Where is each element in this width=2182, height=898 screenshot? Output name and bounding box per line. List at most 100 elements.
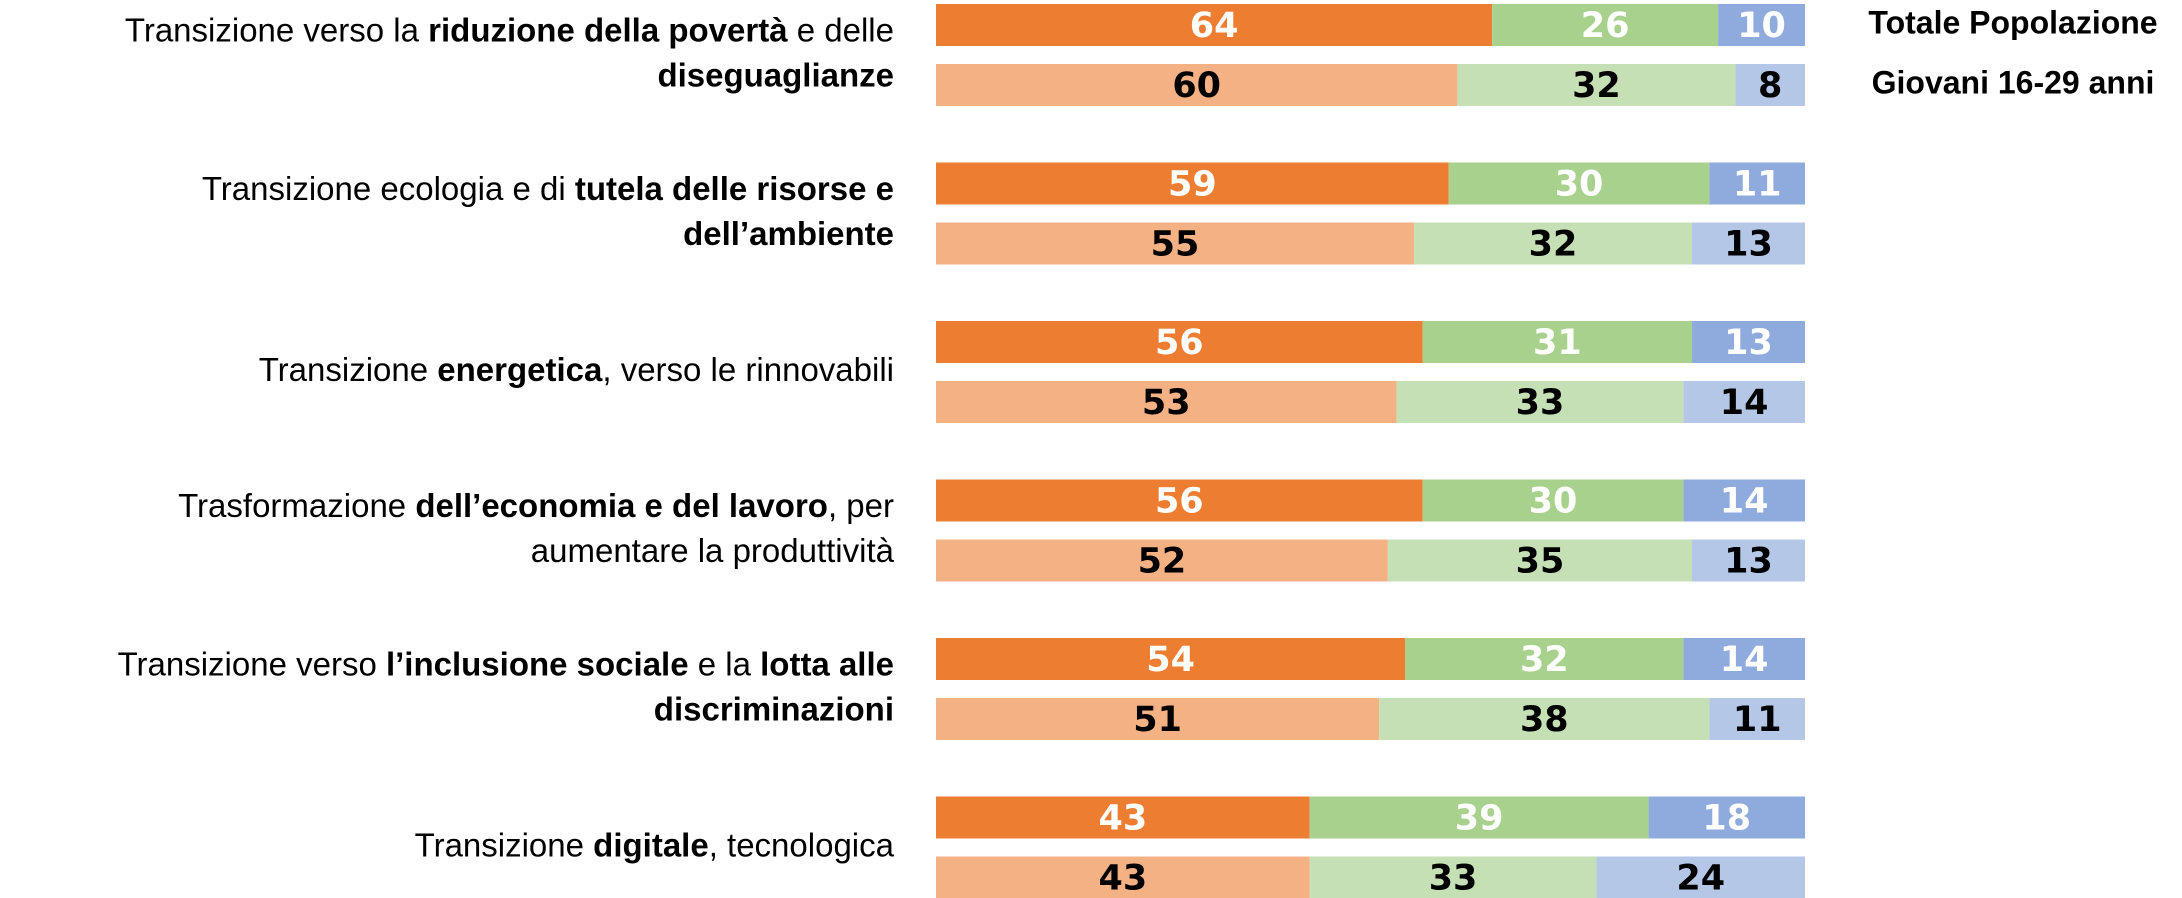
category-label-part: lotta alle xyxy=(760,645,894,682)
bar-segment xyxy=(1492,4,1719,46)
bar-segment xyxy=(1596,856,1805,898)
bar-segment xyxy=(1692,321,1805,363)
category-label-part: tutela delle risorse e xyxy=(575,170,894,207)
bar-segment xyxy=(1735,64,1805,106)
value-label: 18 xyxy=(1702,799,1751,839)
value-label: 52 xyxy=(1138,542,1187,582)
bar-segment xyxy=(936,64,1458,106)
bar-segment xyxy=(1457,64,1736,106)
bar-segment xyxy=(1692,222,1805,265)
category-label-part: Trasformazione xyxy=(178,487,415,524)
legend-label: Totale Popolazione xyxy=(1868,4,2157,40)
bar-segment xyxy=(1648,796,1805,839)
value-label: 10 xyxy=(1737,6,1786,46)
category-label: Transizione ecologia e di tutela delle r… xyxy=(202,170,894,207)
category-label-part: diseguaglianze xyxy=(657,56,894,93)
bar-segment xyxy=(936,638,1406,680)
value-label: 33 xyxy=(1516,383,1565,423)
value-label: 26 xyxy=(1581,6,1630,46)
value-label: 13 xyxy=(1724,225,1773,265)
value-label: 14 xyxy=(1720,383,1769,423)
category-label: discriminazioni xyxy=(654,690,894,727)
category-label-part: energetica xyxy=(437,351,603,388)
bar-segment xyxy=(1448,162,1710,205)
category-label: diseguaglianze xyxy=(657,56,894,93)
value-label: 32 xyxy=(1520,640,1569,680)
bar-segment xyxy=(1718,4,1805,46)
category-label: aumentare la produttività xyxy=(531,532,895,569)
value-label: 60 xyxy=(1172,66,1221,106)
legend-label: Giovani 16-29 anni xyxy=(1872,64,2155,100)
category-label-part: l’inclusione sociale xyxy=(386,645,689,682)
bar-segment xyxy=(1379,698,1710,740)
bar-segment xyxy=(936,698,1380,740)
bar-segment xyxy=(1309,856,1597,898)
bar-segment xyxy=(1422,479,1684,522)
value-label: 30 xyxy=(1555,165,1604,205)
value-label: 8 xyxy=(1758,66,1782,106)
category-label-part: , tecnologica xyxy=(709,826,895,863)
category-label-part: digitale xyxy=(593,826,709,863)
bar-segment xyxy=(1683,479,1805,522)
value-label: 13 xyxy=(1724,323,1773,363)
value-label: 43 xyxy=(1098,799,1147,839)
value-label: 32 xyxy=(1529,225,1578,265)
value-label: 35 xyxy=(1516,542,1565,582)
category-label: Transizione verso l’inclusione sociale e… xyxy=(118,645,894,682)
value-label: 53 xyxy=(1142,383,1191,423)
value-label: 14 xyxy=(1720,482,1769,522)
value-label: 55 xyxy=(1151,225,1200,265)
value-label: 33 xyxy=(1429,859,1478,898)
category-label-part: dell’economia e del lavoro xyxy=(415,487,828,524)
category-label-part: Transizione verso la xyxy=(125,11,428,48)
category-label: dell’ambiente xyxy=(683,215,894,252)
category-label-part: , per xyxy=(828,487,894,524)
bar-segment xyxy=(936,162,1449,205)
bar-segment xyxy=(936,479,1423,522)
category-label: Transizione energetica, verso le rinnova… xyxy=(259,351,894,388)
value-label: 32 xyxy=(1572,66,1621,106)
bar-segment xyxy=(936,4,1493,46)
value-label: 59 xyxy=(1168,165,1217,205)
value-label: 31 xyxy=(1533,323,1582,363)
bar-segment xyxy=(936,796,1310,839)
bar-segment xyxy=(1396,381,1684,423)
value-label: 14 xyxy=(1720,640,1769,680)
value-label: 11 xyxy=(1733,700,1782,740)
value-label: 24 xyxy=(1676,859,1725,898)
value-label: 43 xyxy=(1098,859,1147,898)
value-label: 54 xyxy=(1146,640,1195,680)
bar-segment xyxy=(1413,222,1693,265)
bar-segment xyxy=(936,222,1414,265)
category-label-part: Transizione ecologia e di xyxy=(202,170,575,207)
bar-segment xyxy=(1709,698,1805,740)
bar-segment xyxy=(936,856,1310,898)
value-label: 64 xyxy=(1190,6,1239,46)
bar-segment xyxy=(1683,381,1805,423)
bar-segment xyxy=(1692,539,1805,582)
category-label-part: Transizione xyxy=(259,351,438,388)
category-label: Transizione digitale, tecnologica xyxy=(415,826,895,863)
category-label-part: , verso le rinnovabili xyxy=(602,351,894,388)
bar-segment xyxy=(1683,638,1805,680)
value-label: 11 xyxy=(1733,165,1782,205)
category-label-part: Transizione verso xyxy=(118,645,386,682)
bar-segment xyxy=(1387,539,1693,582)
category-label-part: e la xyxy=(689,645,761,682)
bar-segment xyxy=(1405,638,1684,680)
category-label: Transizione verso la riduzione della pov… xyxy=(125,11,894,48)
value-label: 56 xyxy=(1155,482,1204,522)
category-label-part: riduzione della povertà xyxy=(428,11,788,48)
category-label-part: e delle xyxy=(788,11,894,48)
bar-segment xyxy=(936,321,1423,363)
category-label: Trasformazione dell’economia e del lavor… xyxy=(178,487,894,524)
bar-segment xyxy=(1709,162,1805,205)
value-label: 38 xyxy=(1520,700,1569,740)
category-label-part: Transizione xyxy=(415,826,594,863)
bar-segment xyxy=(936,381,1397,423)
category-label-part: dell’ambiente xyxy=(683,215,894,252)
category-label-part: discriminazioni xyxy=(654,690,894,727)
value-label: 51 xyxy=(1133,700,1182,740)
value-label: 30 xyxy=(1529,482,1578,522)
